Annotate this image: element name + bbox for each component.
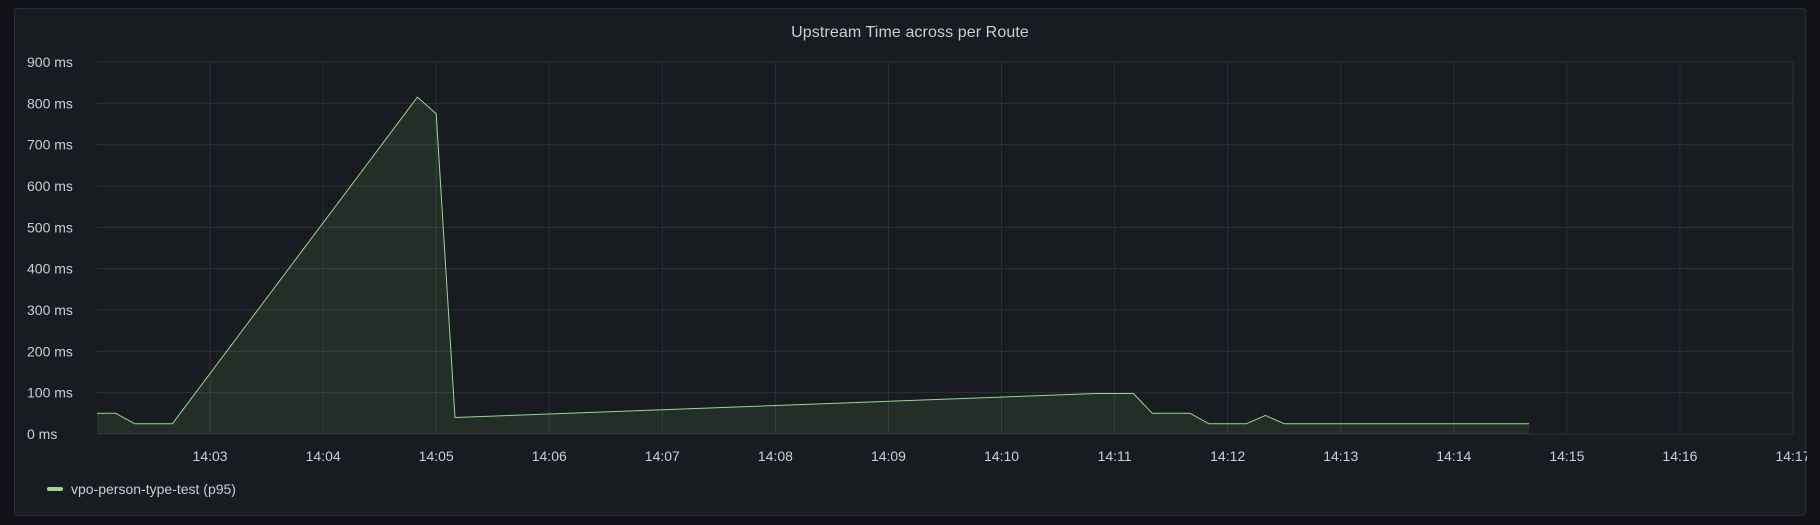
x-tick-label: 14:15 xyxy=(1549,448,1584,464)
y-tick-label: 400 ms xyxy=(27,261,73,277)
y-axis: 0 ms 100 ms 200 ms 300 ms 400 ms 500 ms 600 ms… xyxy=(27,54,73,442)
x-tick-label: 14:05 xyxy=(419,448,454,464)
y-tick-label: 600 ms xyxy=(27,178,73,194)
legend-label[interactable]: vpo-person-type-test (p95) xyxy=(71,481,236,497)
x-tick-label: 14:08 xyxy=(758,448,793,464)
y-tick-label: 500 ms xyxy=(27,219,73,235)
x-tick-label: 14:11 xyxy=(1098,448,1132,464)
x-tick-label: 14:13 xyxy=(1323,448,1358,464)
legend-swatch xyxy=(47,487,63,491)
series-area xyxy=(97,97,1530,434)
x-tick-label: 14:14 xyxy=(1436,448,1471,464)
y-tick-label: 700 ms xyxy=(27,137,73,153)
y-tick-label: 900 ms xyxy=(27,54,73,70)
x-tick-label: 14:16 xyxy=(1662,448,1697,464)
x-axis: 14:03 14:04 14:05 14:06 14:07 14:08 14:09 14:10… xyxy=(193,448,1807,464)
x-tick-label: 14:12 xyxy=(1210,448,1245,464)
x-tick-label: 14:07 xyxy=(645,448,680,464)
x-tick-label: 14:09 xyxy=(871,448,906,464)
x-tick-label: 14:04 xyxy=(306,448,341,464)
chart-panel: Upstream Time across per Route 0 ms 100 m… xyxy=(14,8,1807,516)
series-line xyxy=(97,96,1530,425)
y-tick-label: 300 ms xyxy=(27,302,73,318)
x-tick-label: 14:06 xyxy=(532,448,567,464)
legend[interactable]: vpo-person-type-test (p95) xyxy=(47,481,236,497)
chart-svg: 0 ms 100 ms 200 ms 300 ms 400 ms 500 ms 600 ms… xyxy=(27,54,1807,464)
x-tick-label: 14:10 xyxy=(984,448,1019,464)
y-tick-label: 200 ms xyxy=(27,343,73,359)
y-tick-label: 100 ms xyxy=(27,385,73,401)
x-tick-label: 14:17 xyxy=(1775,448,1807,464)
y-tick-label: 800 ms xyxy=(27,95,73,111)
y-tick-label: 0 ms xyxy=(27,426,57,442)
series-layer xyxy=(97,96,1530,434)
x-tick-label: 14:03 xyxy=(193,448,228,464)
panel-title: Upstream Time across per Route xyxy=(791,24,1029,41)
grid xyxy=(97,61,1794,435)
